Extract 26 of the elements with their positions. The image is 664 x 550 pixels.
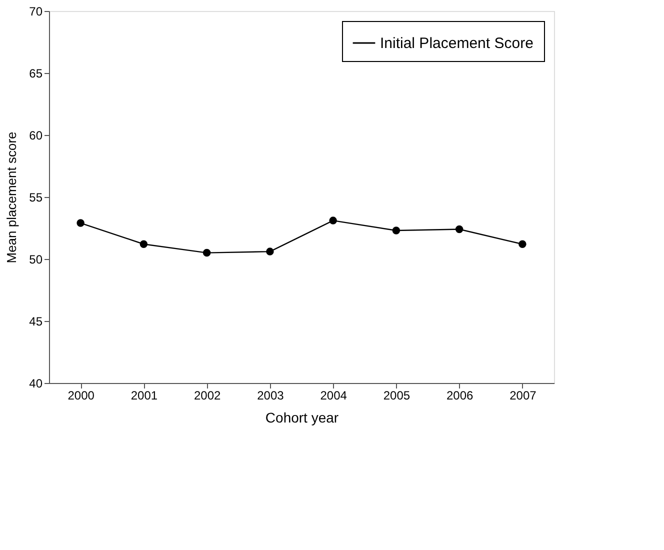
x-tick-label: 2005 bbox=[383, 388, 410, 402]
y-tick-label: 45 bbox=[29, 314, 43, 328]
point bbox=[329, 216, 337, 224]
point bbox=[392, 226, 400, 234]
legend-label: Initial Placement Score bbox=[380, 35, 534, 52]
point bbox=[140, 240, 148, 248]
y-tick-label: 55 bbox=[29, 190, 43, 204]
y-axis-title: Mean placement score bbox=[4, 132, 20, 264]
x-tick-label: 2003 bbox=[257, 388, 284, 402]
x-tick-label: 2001 bbox=[130, 388, 158, 402]
x-tick-label: 2004 bbox=[320, 388, 348, 402]
y-tick-label: 40 bbox=[29, 376, 43, 390]
x-tick-label: 2006 bbox=[446, 388, 474, 402]
point bbox=[266, 248, 274, 256]
point bbox=[202, 248, 211, 257]
x-tick-label: 2000 bbox=[68, 388, 95, 402]
y-tick-label: 50 bbox=[29, 252, 43, 266]
point bbox=[518, 240, 526, 248]
y-tick-label: 65 bbox=[29, 66, 43, 80]
x-axis-title: Cohort year bbox=[265, 410, 339, 426]
y-tick-label: 60 bbox=[29, 128, 43, 142]
point bbox=[76, 219, 84, 227]
y-tick-label: 70 bbox=[29, 4, 43, 18]
point bbox=[455, 225, 464, 234]
x-tick-label: 2002 bbox=[194, 388, 221, 402]
x-tick-label: 2007 bbox=[510, 388, 537, 402]
